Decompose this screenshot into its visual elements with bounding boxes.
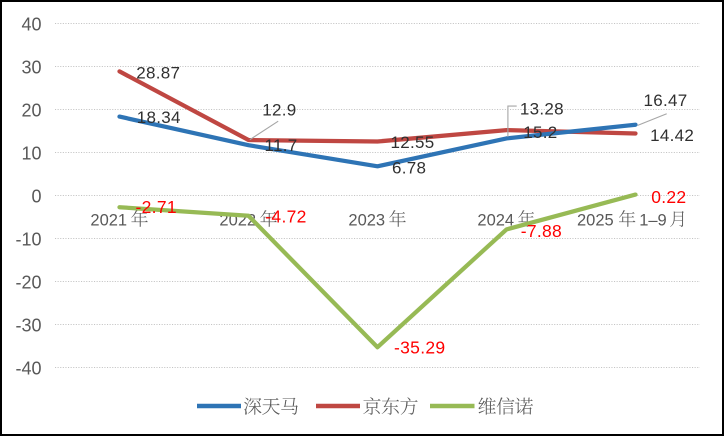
svg-text:-30: -30 — [15, 316, 41, 336]
svg-text:12.9: 12.9 — [262, 100, 296, 119]
svg-text:-2.71: -2.71 — [136, 197, 177, 217]
svg-text:0.22: 0.22 — [651, 187, 686, 207]
svg-text:30: 30 — [21, 58, 41, 78]
svg-text:10: 10 — [21, 144, 41, 164]
svg-text:20: 20 — [21, 101, 41, 121]
svg-text:-10: -10 — [15, 230, 41, 250]
svg-text:13.28: 13.28 — [520, 100, 564, 119]
svg-text:2025: 2025 — [577, 212, 614, 230]
svg-text:18.34: 18.34 — [137, 108, 181, 127]
svg-text:15.2: 15.2 — [523, 123, 557, 142]
svg-text:40: 40 — [21, 15, 41, 35]
svg-text:-20: -20 — [15, 273, 41, 293]
svg-text:2024: 2024 — [477, 212, 514, 230]
svg-text:-40: -40 — [15, 359, 41, 379]
svg-text:-7.88: -7.88 — [521, 221, 562, 241]
svg-text:2023: 2023 — [348, 212, 385, 230]
svg-text:16.47: 16.47 — [644, 91, 688, 110]
svg-text:11.7: 11.7 — [265, 136, 298, 155]
svg-text:1–9: 1–9 — [639, 212, 667, 230]
svg-text:-4.72: -4.72 — [265, 207, 306, 227]
svg-text:12.55: 12.55 — [391, 133, 435, 152]
svg-text:0: 0 — [31, 187, 41, 207]
svg-text:-35.29: -35.29 — [394, 338, 445, 358]
svg-text:2021: 2021 — [90, 212, 127, 230]
svg-text:14.42: 14.42 — [650, 126, 694, 145]
svg-text:28.87: 28.87 — [136, 64, 180, 83]
svg-text:6.78: 6.78 — [392, 159, 426, 178]
